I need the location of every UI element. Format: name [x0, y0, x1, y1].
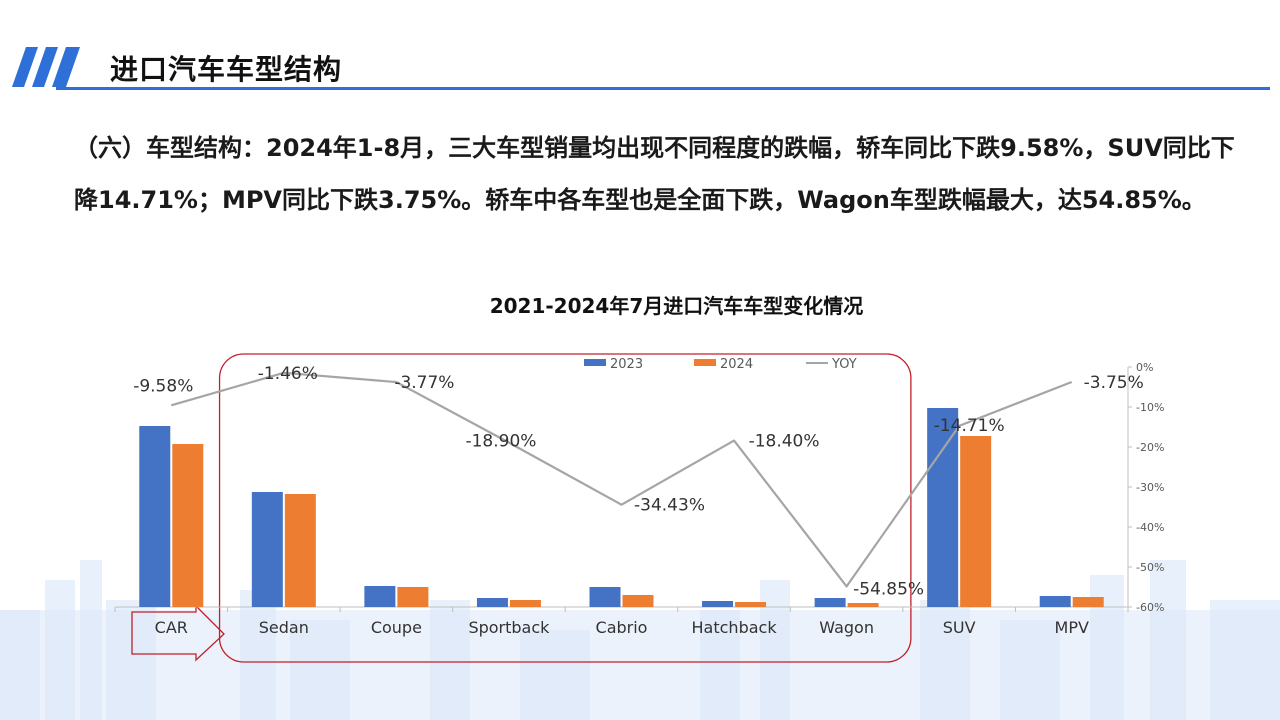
- bar-2024-suv: [960, 436, 992, 607]
- highlight-box: [218, 353, 912, 663]
- chart-title: 2021-2024年7月进口汽车车型变化情况: [489, 294, 864, 318]
- header-divider: [56, 87, 1270, 90]
- bar-2024-hatchback: [735, 602, 767, 607]
- x-tick-label: MPV: [1055, 618, 1089, 637]
- x-tick-label: CAR: [155, 618, 188, 637]
- y-right-tick-label: 0%: [1136, 361, 1153, 374]
- x-tick-label: Hatchback: [692, 618, 778, 637]
- legend-label: 2024: [720, 357, 753, 372]
- y-right-tick-label: -50%: [1136, 561, 1164, 574]
- legend-swatch-2024: [694, 359, 716, 366]
- summary-paragraph: （六）车型结构：2024年1-8月，三大车型销量均出现不同程度的跌幅，轿车同比下…: [74, 134, 1235, 214]
- legend-label: YOY: [831, 357, 857, 372]
- bar-2023-wagon: [814, 598, 846, 607]
- yoy-data-label: -1.46%: [258, 364, 318, 384]
- x-tick-label: Wagon: [819, 618, 874, 637]
- x-tick-label: Cabrio: [596, 618, 648, 637]
- yoy-data-label: -18.40%: [749, 432, 820, 452]
- yoy-data-label: -3.75%: [1084, 373, 1144, 393]
- bar-2024-car: [172, 444, 204, 607]
- page-header: 进口汽车车型结构: [0, 40, 1280, 96]
- yoy-data-label: -3.77%: [394, 373, 454, 393]
- y-right-tick-label: -10%: [1136, 401, 1164, 414]
- bar-2023-suv: [927, 408, 959, 607]
- bar-2024-cabrio: [622, 595, 654, 607]
- bar-2024-coupe: [397, 587, 429, 607]
- bar-2023-mpv: [1039, 596, 1071, 607]
- yoy-data-label: -54.85%: [853, 579, 924, 599]
- x-tick-label: Coupe: [371, 618, 422, 637]
- legend-swatch-2023: [584, 359, 606, 366]
- bar-2024-wagon: [847, 603, 879, 607]
- title-stripes-icon: [12, 47, 80, 87]
- bar-2023-cabrio: [589, 587, 621, 607]
- bar-2024-sportback: [509, 600, 541, 607]
- legend-label: 2023: [610, 357, 643, 372]
- yoy-data-label: -14.71%: [934, 416, 1005, 436]
- yoy-data-label: -34.43%: [634, 496, 705, 516]
- yoy-line: [170, 371, 1073, 588]
- y-right-tick-label: -60%: [1136, 601, 1164, 614]
- bar-2023-coupe: [364, 586, 396, 607]
- bar-2024-mpv: [1072, 597, 1104, 607]
- y-right-tick-label: -40%: [1136, 521, 1164, 534]
- yoy-data-label: -18.90%: [465, 432, 536, 452]
- x-tick-label: Sportback: [468, 618, 550, 637]
- x-tick-label: SUV: [943, 618, 976, 637]
- yoy-data-label: -9.58%: [133, 376, 193, 396]
- x-tick-label: Sedan: [259, 618, 309, 637]
- bar-2023-car: [139, 426, 171, 607]
- bar-2024-sedan: [284, 494, 316, 607]
- y-right-tick-label: -20%: [1136, 441, 1164, 454]
- y-right-tick-label: -30%: [1136, 481, 1164, 494]
- bar-2023-sedan: [251, 492, 283, 607]
- arrow-right-icon: [131, 604, 225, 662]
- page-title: 进口汽车车型结构: [110, 53, 343, 86]
- bar-2023-sportback: [476, 598, 508, 607]
- skyline-background: [0, 560, 1280, 720]
- bar-2023-hatchback: [702, 601, 734, 607]
